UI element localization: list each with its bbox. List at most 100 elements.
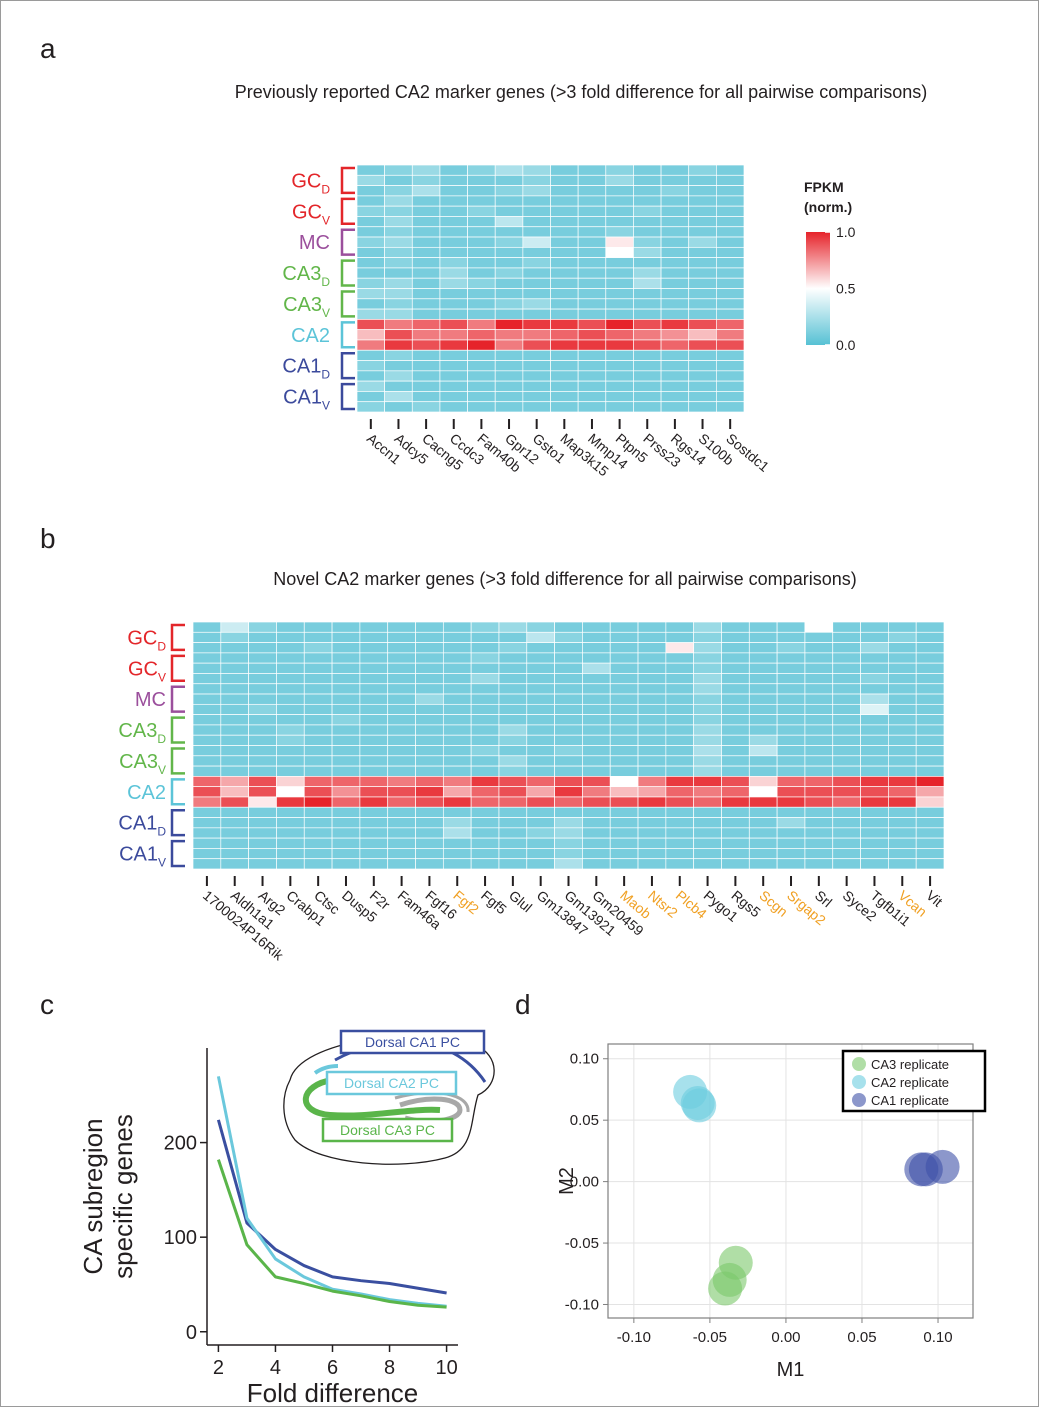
heatmap-cell (416, 715, 444, 725)
heatmap-cell (916, 653, 944, 663)
heatmap-cell (777, 787, 805, 797)
heatmap-cell (221, 787, 249, 797)
heatmap-cell (578, 175, 606, 185)
heatmap-cell (578, 186, 606, 196)
heatmap-cell (689, 402, 717, 412)
row-group-name: CA1 (282, 356, 321, 378)
heatmap-cell (606, 258, 634, 268)
heatmap-cell (633, 196, 661, 206)
heatmap-cell (555, 663, 583, 673)
heatmap-cell (385, 402, 413, 412)
heatmap-cell (888, 787, 916, 797)
heatmap-cell (888, 673, 916, 683)
heatmap-cell (694, 704, 722, 714)
heatmap-cell (527, 787, 555, 797)
heatmap-cell (689, 247, 717, 257)
heatmap-cell (523, 319, 551, 329)
heatmap-cell (499, 797, 527, 807)
heatmap-cell (749, 715, 777, 725)
heatmap-cell (805, 797, 833, 807)
heatmap-cell (888, 653, 916, 663)
heatmap-cell (555, 715, 583, 725)
heatmap-cell (443, 715, 471, 725)
heatmap-cell (666, 766, 694, 776)
heatmap-cell (582, 776, 610, 786)
heatmap-cell (888, 848, 916, 858)
heatmap-cell (694, 725, 722, 735)
heatmap-cell (360, 848, 388, 858)
heatmap-cell (499, 622, 527, 632)
heatmap-cell (471, 632, 499, 642)
heatmap-cell (276, 859, 304, 869)
heatmap-cell (440, 165, 468, 175)
heatmap-cell (861, 807, 889, 817)
heatmap-cell (666, 673, 694, 683)
heatmap-cell (551, 227, 579, 237)
heatmap-cell (388, 776, 416, 786)
heatmap-cell (666, 787, 694, 797)
heatmap-cell (440, 258, 468, 268)
heatmap-cell (471, 746, 499, 756)
heatmap-cell (777, 766, 805, 776)
heatmap-cell (606, 216, 634, 226)
heatmap-cell (304, 746, 332, 756)
heatmap-cell (633, 175, 661, 185)
heatmap-cell (471, 715, 499, 725)
heatmap-cell (582, 756, 610, 766)
heatmap-cell (412, 350, 440, 360)
heatmap-cell (332, 746, 360, 756)
heatmap-cell (443, 684, 471, 694)
heatmap-cell (523, 361, 551, 371)
heatmap-cell (468, 165, 496, 175)
heatmap-cell (221, 643, 249, 653)
heatmap-cell (721, 632, 749, 642)
colorbar-tick-label: 0.0 (836, 337, 856, 353)
heatmap-cell (495, 361, 523, 371)
heatmap-cell (193, 725, 221, 735)
heatmap-cell (443, 673, 471, 683)
heatmap-cell (360, 838, 388, 848)
heatmap-cell (610, 848, 638, 858)
heatmap-cell (471, 694, 499, 704)
heatmap-cell (304, 653, 332, 663)
heatmap-cell (468, 391, 496, 401)
heatmap-cell (471, 673, 499, 683)
heatmap-cell (805, 848, 833, 858)
heatmap-cell (357, 299, 385, 309)
heatmap-cell (721, 663, 749, 673)
heatmap-cell (721, 643, 749, 653)
heatmap-cell (495, 258, 523, 268)
heatmap-cell (495, 237, 523, 247)
panel-title: Previously reported CA2 marker genes (>3… (235, 82, 927, 102)
heatmap-cell (805, 818, 833, 828)
heatmap-cell (861, 632, 889, 642)
heatmap-cell (638, 632, 666, 642)
heatmap-cell (606, 361, 634, 371)
heatmap-cell (661, 186, 689, 196)
heatmap-cell (716, 196, 744, 206)
heatmap-cell (412, 247, 440, 257)
panel-letter: b (40, 523, 56, 554)
heatmap-cell (694, 807, 722, 817)
heatmap-cell (249, 776, 277, 786)
heatmap-cell (412, 402, 440, 412)
x-tick-label: -0.10 (617, 1329, 651, 1346)
heatmap-cell (551, 268, 579, 278)
heatmap-cell (610, 643, 638, 653)
heatmap-cell (385, 391, 413, 401)
heatmap-cell (304, 622, 332, 632)
heatmap-cell (221, 663, 249, 673)
heatmap-cell (861, 622, 889, 632)
heatmap-cell (193, 684, 221, 694)
heatmap-cell (833, 828, 861, 838)
heatmap-cell (527, 653, 555, 663)
heatmap-cell (833, 848, 861, 858)
heatmap-cell (551, 216, 579, 226)
legend-swatch (852, 1057, 866, 1071)
heatmap-cell (578, 381, 606, 391)
x-axis-title: Fold difference (247, 1378, 419, 1407)
heatmap-cell (582, 818, 610, 828)
row-group-subscript: D (157, 825, 166, 839)
heatmap-cell (440, 299, 468, 309)
heatmap-cell (916, 673, 944, 683)
